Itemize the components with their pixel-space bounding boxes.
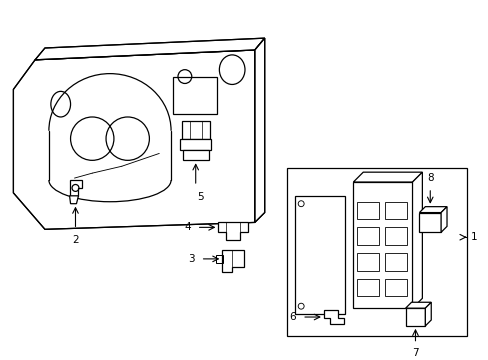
Text: 5: 5 bbox=[197, 192, 203, 202]
Polygon shape bbox=[419, 207, 446, 212]
Bar bbox=[384, 202, 406, 220]
Bar bbox=[295, 196, 344, 314]
Text: 8: 8 bbox=[426, 173, 433, 183]
Polygon shape bbox=[180, 139, 211, 150]
Polygon shape bbox=[13, 50, 254, 229]
Polygon shape bbox=[440, 207, 446, 232]
Bar bbox=[357, 279, 378, 296]
Bar bbox=[216, 255, 223, 263]
Bar bbox=[384, 253, 406, 271]
Text: 1: 1 bbox=[470, 232, 476, 242]
Text: 2: 2 bbox=[72, 235, 79, 245]
Polygon shape bbox=[182, 121, 209, 139]
Bar bbox=[357, 202, 378, 220]
Bar bbox=[357, 228, 378, 245]
Polygon shape bbox=[222, 250, 244, 272]
Polygon shape bbox=[353, 172, 422, 182]
Polygon shape bbox=[405, 308, 425, 326]
Bar bbox=[384, 279, 406, 296]
Bar bbox=[384, 228, 406, 245]
Polygon shape bbox=[69, 180, 82, 196]
Polygon shape bbox=[419, 212, 440, 232]
Polygon shape bbox=[425, 302, 430, 326]
Polygon shape bbox=[218, 222, 247, 240]
Text: 4: 4 bbox=[184, 222, 190, 232]
Bar bbox=[173, 77, 217, 114]
Polygon shape bbox=[412, 172, 422, 308]
Polygon shape bbox=[405, 302, 430, 308]
Bar bbox=[353, 182, 412, 308]
Polygon shape bbox=[69, 196, 78, 204]
Text: 6: 6 bbox=[289, 312, 296, 322]
Polygon shape bbox=[35, 38, 264, 60]
Bar bbox=[287, 168, 466, 336]
Bar bbox=[357, 253, 378, 271]
Polygon shape bbox=[254, 38, 264, 222]
Polygon shape bbox=[183, 150, 208, 160]
Text: 3: 3 bbox=[188, 254, 194, 264]
Polygon shape bbox=[323, 310, 343, 324]
Text: 7: 7 bbox=[411, 348, 418, 357]
